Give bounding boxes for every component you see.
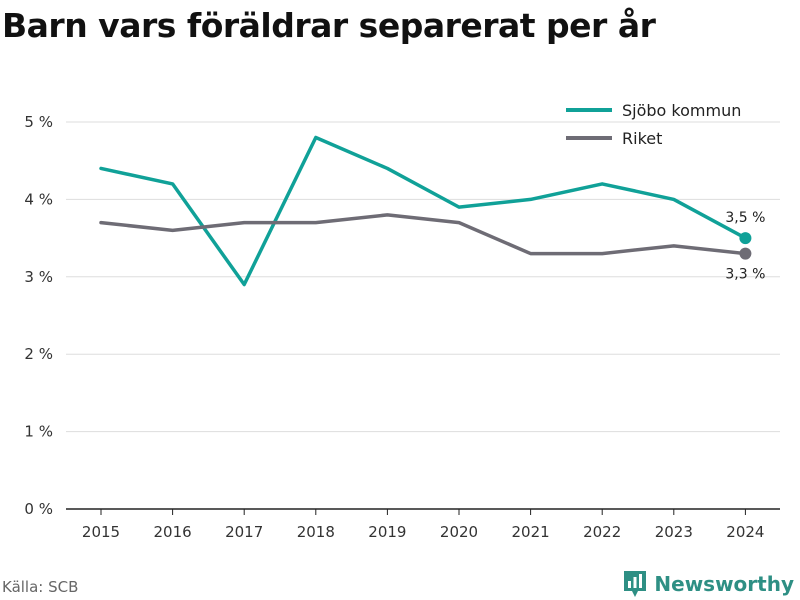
series-lines bbox=[99, 135, 748, 287]
end-point-marker bbox=[739, 247, 752, 260]
y-tick-label: 1 % bbox=[24, 423, 53, 441]
legend-label: Sjöbo kommun bbox=[622, 101, 741, 120]
brand-name: Newsworthy bbox=[654, 572, 794, 596]
end-value-label: 3,3 % bbox=[725, 267, 765, 283]
x-tick-label: 2019 bbox=[368, 523, 406, 541]
legend: Sjöbo kommun Riket bbox=[566, 101, 741, 148]
x-tick-label: 2017 bbox=[225, 523, 263, 541]
source-note: Källa: SCB bbox=[2, 578, 79, 596]
x-tick-label: 2024 bbox=[726, 523, 764, 541]
chart-title: Barn vars föräldrar separerat per år bbox=[2, 6, 656, 45]
y-tick-label: 4 % bbox=[24, 190, 53, 208]
x-tick-label: 2022 bbox=[583, 523, 621, 541]
y-tick-label: 2 % bbox=[24, 345, 53, 363]
x-axis: 2015 2016 2017 2018 2019 2020 2021 2022 2023 2024 bbox=[66, 508, 780, 541]
legend-label: Riket bbox=[622, 129, 662, 148]
x-tick-label: 2020 bbox=[440, 523, 478, 541]
end-value-label: 3,5 % bbox=[725, 210, 765, 226]
y-tick-label: 0 % bbox=[24, 500, 53, 518]
end-markers: 3,5 % 3,3 % bbox=[725, 210, 765, 282]
x-tick-label: 2023 bbox=[655, 523, 693, 541]
y-tick-label: 5 % bbox=[24, 113, 53, 131]
x-tick-label: 2016 bbox=[154, 523, 192, 541]
newsworthy-logo-icon bbox=[624, 571, 647, 597]
end-point-marker bbox=[739, 232, 752, 245]
x-tick-label: 2018 bbox=[297, 523, 335, 541]
x-tick-label: 2021 bbox=[512, 523, 550, 541]
x-tick-label: 2015 bbox=[82, 523, 120, 541]
brand-logo: Newsworthy bbox=[622, 569, 794, 599]
series-line-2 bbox=[99, 213, 748, 256]
series-line-1 bbox=[99, 135, 748, 287]
y-axis-ticks: 0 % 1 % 2 % 3 % 4 % 5 % bbox=[24, 113, 53, 518]
y-tick-label: 3 % bbox=[24, 268, 53, 286]
gridlines bbox=[66, 121, 780, 433]
